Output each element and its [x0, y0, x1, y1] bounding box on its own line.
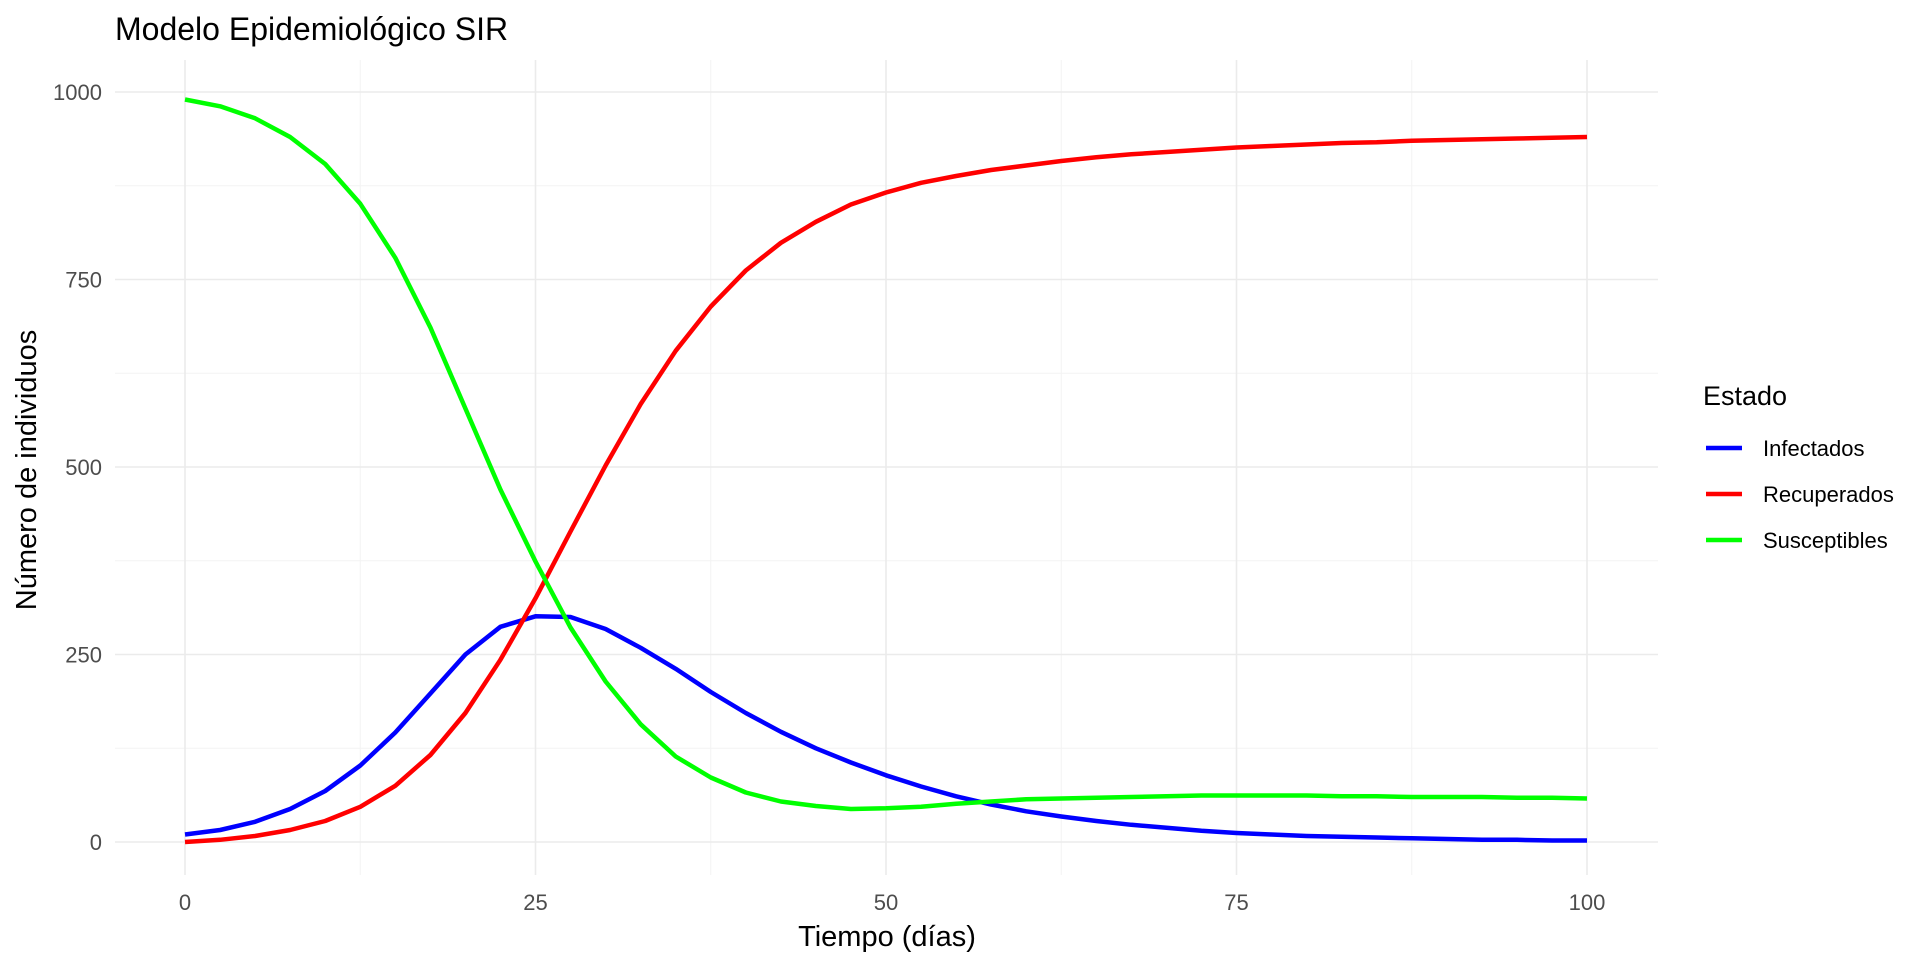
x-tick-label: 75 [1224, 890, 1248, 915]
x-tick-label: 0 [179, 890, 191, 915]
series-line-infectados [184, 614, 1587, 843]
legend-items: Infectados Recuperados Susceptibles [1706, 436, 1894, 553]
x-tick-label: 25 [523, 890, 547, 915]
series-line-recuperados [184, 134, 1588, 845]
y-tick-label: 750 [65, 268, 102, 293]
x-tick-label: 100 [1569, 890, 1606, 915]
y-tick-label: 250 [65, 643, 102, 668]
y-tick-label: 500 [65, 455, 102, 480]
series-line-susceptibles [184, 97, 1588, 812]
series-lines [184, 97, 1588, 845]
legend-label: Recuperados [1763, 482, 1894, 507]
legend: Estado Infectados Recuperados Susceptibles [1703, 381, 1894, 553]
legend-item-recuperados: Recuperados [1706, 482, 1894, 507]
grid [115, 60, 1658, 875]
legend-item-infectados: Infectados [1706, 436, 1865, 461]
x-axis-ticks: 0 25 50 75 100 [179, 890, 1605, 915]
y-tick-label: 0 [90, 830, 102, 855]
legend-label: Infectados [1763, 436, 1865, 461]
x-tick-label: 50 [874, 890, 898, 915]
legend-title: Estado [1703, 381, 1787, 411]
y-axis-title: Número de individuos [11, 330, 43, 610]
chart-title: Modelo Epidemiológico SIR [115, 11, 508, 47]
x-axis-title: Tiempo (días) [798, 921, 976, 953]
legend-label: Susceptibles [1763, 528, 1888, 553]
y-tick-label: 1000 [53, 80, 102, 105]
y-axis-ticks: 0 250 500 750 1000 [53, 80, 102, 855]
legend-item-susceptibles: Susceptibles [1706, 528, 1888, 553]
